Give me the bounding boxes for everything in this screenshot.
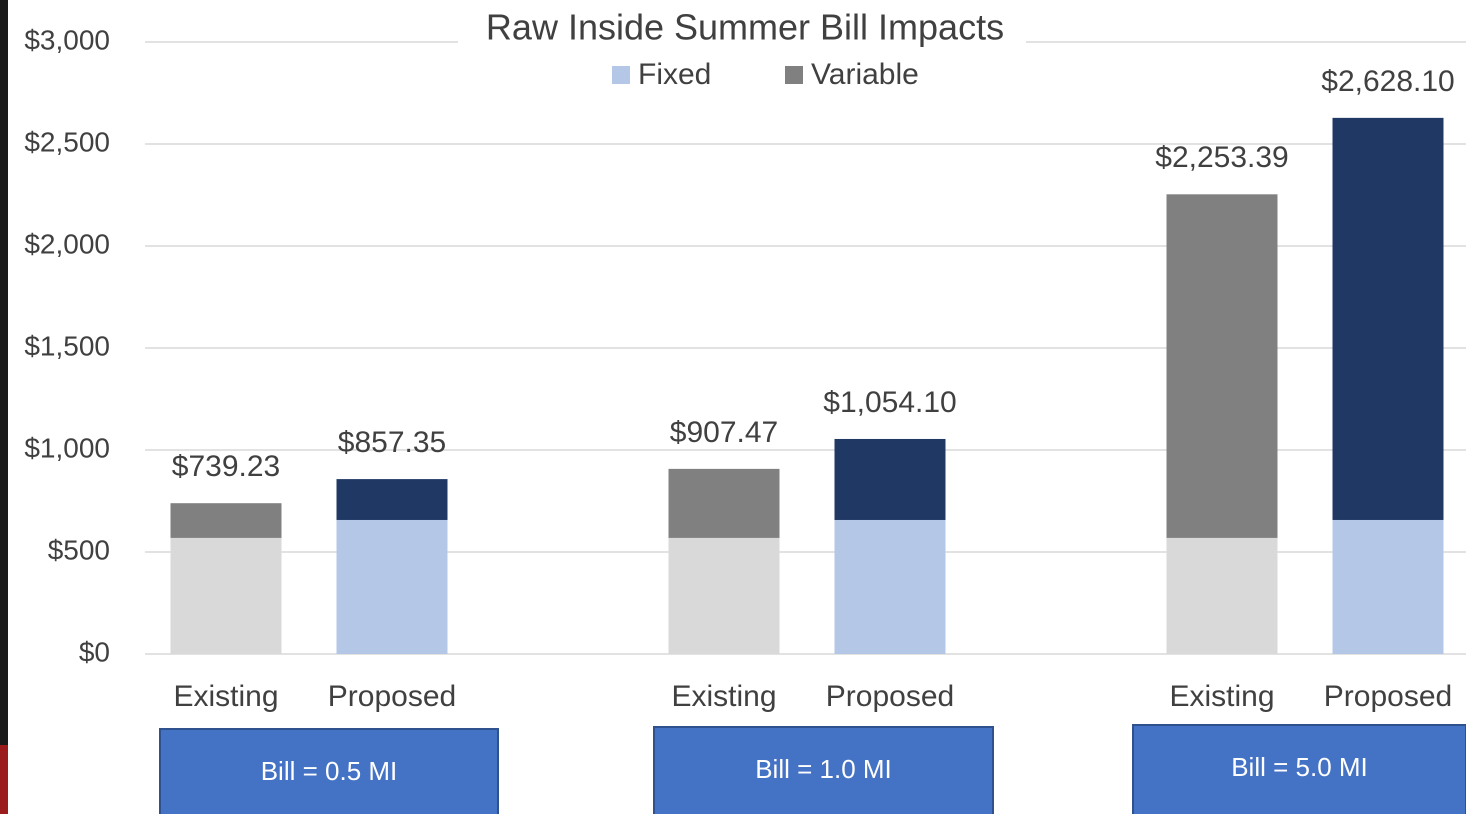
bar-segment — [1332, 519, 1444, 654]
left-strip-accent — [0, 745, 8, 814]
group-box — [1132, 724, 1466, 814]
data-label: $739.23 — [172, 450, 280, 483]
y-tick-label: $1,500 — [24, 330, 110, 361]
y-tick-label: $500 — [48, 534, 110, 565]
y-tick-label: $0 — [79, 636, 110, 667]
y-tick-label: $1,000 — [24, 432, 110, 463]
data-label: $2,253.39 — [1155, 141, 1288, 174]
title-background — [458, 8, 1026, 52]
group-box — [653, 726, 994, 814]
bar-segment — [336, 479, 448, 520]
bar-segment — [834, 519, 946, 654]
bar-segment — [1332, 117, 1444, 520]
group-label: Bill = 1.0 MI — [755, 754, 892, 784]
group-box — [159, 728, 499, 814]
y-tick-label: $3,000 — [24, 24, 110, 55]
x-tick-label: Proposed — [826, 680, 954, 713]
legend-swatch — [785, 66, 803, 84]
x-tick-label: Proposed — [1324, 680, 1452, 713]
bar-segment — [668, 537, 780, 654]
data-label: $1,054.10 — [823, 386, 956, 419]
bar-segment — [170, 537, 282, 654]
group-label: Bill = 5.0 MI — [1231, 752, 1368, 782]
data-label: $857.35 — [338, 426, 446, 459]
data-label: $2,628.10 — [1321, 65, 1454, 98]
bar-segment — [668, 468, 780, 538]
y-tick-label: $2,000 — [24, 228, 110, 259]
x-tick-label: Existing — [173, 680, 278, 713]
y-tick-label: $2,500 — [24, 126, 110, 157]
bar-segment — [1166, 194, 1278, 538]
bar-segment — [170, 503, 282, 538]
x-tick-label: Existing — [671, 680, 776, 713]
bar-segment — [1166, 537, 1278, 654]
left-strip — [0, 0, 8, 745]
x-tick-label: Proposed — [328, 680, 456, 713]
bar-segment — [834, 438, 946, 520]
legend-label: Variable — [811, 58, 919, 91]
data-label: $907.47 — [670, 416, 778, 449]
legend-swatch — [612, 66, 630, 84]
x-tick-label: Existing — [1169, 680, 1274, 713]
bar-segment — [336, 519, 448, 654]
chart-title: Raw Inside Summer Bill Impacts — [486, 7, 1004, 48]
group-label: Bill = 0.5 MI — [261, 756, 398, 786]
legend-label: Fixed — [638, 58, 711, 91]
